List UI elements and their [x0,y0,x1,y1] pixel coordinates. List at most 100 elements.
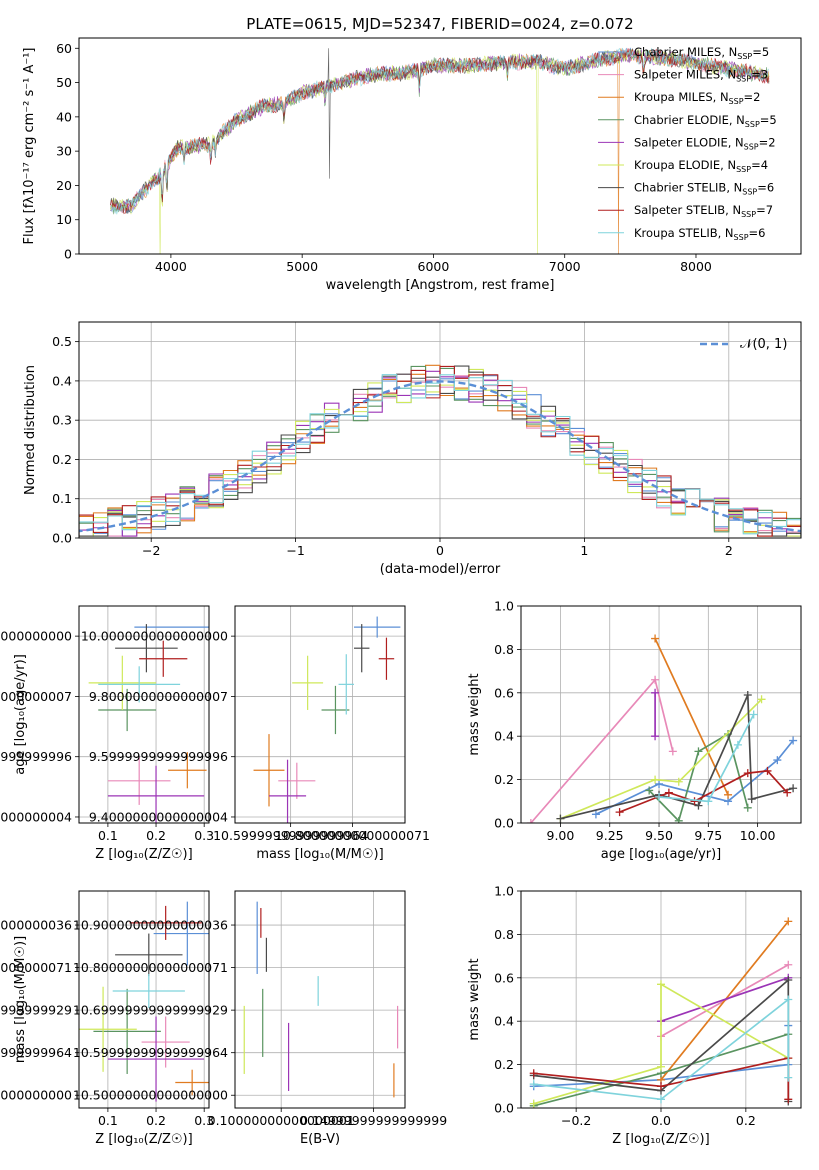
x-tick-label: 8000 [680,259,712,274]
weight-marker-salpeter-miles [668,747,677,756]
y-tick-label: 60 [56,41,72,56]
plot-area-residual_histogram [79,364,801,537]
weight-marker-kroupa-elodie [651,775,660,784]
x-axis-label: wavelength [Angstrom, rest frame] [326,278,555,293]
weight-marker-salpeter-stelib [664,788,673,797]
weight-marker-chabrier-stelib [694,801,703,810]
weight-line-salpeter-stelib [619,770,788,813]
y-tick-label: 0.5 [52,334,72,349]
errorbar-point-chabrier-stelib [354,624,370,673]
weight-marker-salpeter-elodie [651,688,660,697]
weight-marker-salpeter-stelib [784,1095,793,1104]
plot-area-z_vs_age [88,624,209,823]
normal-curve [79,380,801,533]
errorbar-point-kroupa-elodie [88,655,157,710]
x-tick-label: 10.59999999999999964 [213,828,368,843]
errorbar-point-salpeter-miles [278,762,316,799]
legend-label: Chabrier STELIB, NSSP=6 [634,181,774,197]
y-tick-label: 10.59999999999999964 [0,1045,72,1060]
errorbar-point-chabrier-miles [153,901,209,966]
plot-area-spectrum [110,47,770,254]
weight-marker-chabrier-elodie [645,786,654,795]
weight-marker-salpeter-miles [651,675,660,684]
weight-marker-chabrier-stelib [747,795,756,804]
axes-frame [234,890,406,1109]
weight-marker-chabrier-miles [789,736,798,745]
x-axis-label: E(B-V) [300,1132,340,1147]
y-tick-label: 0.6 [494,970,514,985]
x-axis-label: (data-model)/error [380,562,501,577]
y-tick-label: 0.4 [494,729,514,744]
axes-frame [234,605,406,824]
y-tick-label: 0.4 [494,1014,514,1029]
x-tick-label: 4000 [155,259,187,274]
y-axis-label: mass weight [467,673,482,755]
y-tick-label: 10.50000000000000000 [0,1088,72,1103]
weight-marker-salpeter-miles [784,960,793,969]
weight-line-salpeter-elodie [660,976,789,1023]
y-tick-label: 9.8000000000000007 [0,689,72,704]
errorbar-point-kroupa-stelib [338,654,354,715]
errorbar-point-chabrier-stelib [115,933,183,977]
plot-area-z_vs_mass [79,901,209,1102]
y-tick-label: 10.90000000000000036 [73,918,228,933]
y-tick-label: 10.0000000000000000 [0,629,72,644]
weight-marker-salpeter-stelib [615,808,624,817]
x-tick-label: 0.0 [651,1113,671,1128]
weight-marker-kroupa-stelib [749,710,758,719]
y-tick-label: 10.50000000000000000 [73,1088,228,1103]
plot-area-age_vs_mass_weight [526,634,798,823]
weight-marker-salpeter-stelib [657,1082,665,1091]
x-tick-label: 0.2 [146,828,166,843]
errorbar-point-kroupa-stelib [112,973,185,1009]
x-tick-label: 10.00 [740,828,776,843]
y-tick-label: 10.80000000000000071 [73,960,228,975]
x-tick-label: −0.2 [561,1113,591,1128]
plot-area-ebv_vs_mass [243,901,399,1098]
x-axis-label: age [log₁₀(age/yr)] [601,847,722,862]
weight-marker-chabrier-stelib [743,690,752,699]
weight-marker-kroupa-stelib [657,1095,665,1104]
weight-marker-chabrier-miles [591,810,600,819]
weight-marker-chabrier-elodie [674,816,683,823]
axes-frame [78,605,210,824]
y-tick-label: 0.1 [52,491,72,506]
legend-label: Salpeter ELODIE, NSSP=2 [634,135,776,151]
weight-marker-chabrier-elodie [694,747,703,756]
x-tick-label: 0.3 [194,828,214,843]
x-tick-label: 0.1 [98,828,118,843]
weight-marker-kroupa-stelib [655,792,664,801]
legend-label: Chabrier ELODIE, NSSP=5 [634,113,777,129]
y-tick-label: 0.2 [494,1057,514,1072]
legend-label: Kroupa STELIB, NSSP=6 [634,226,765,242]
x-tick-label: 10.80000000000000071 [275,828,430,843]
weight-marker-chabrier-stelib [789,784,798,793]
errorbar-point-kroupa-elodie [292,655,324,710]
y-tick-label: 0 [64,247,72,262]
axes-frame [78,37,802,255]
weight-marker-salpeter-stelib [529,1069,538,1078]
spectrum-line-kroupa-stelib [110,47,770,215]
y-tick-label: 9.8000000000000007 [89,689,228,704]
x-tick-label: 9.75 [694,828,722,843]
x-tick-label: 0.3 [194,1113,214,1128]
errorbar-point-salpeter-elodie [107,1016,205,1102]
weight-marker-kroupa-elodie [657,980,665,989]
x-tick-label: 9.25 [596,828,624,843]
x-tick-label: 0 [436,543,444,558]
y-tick-label: 1.0 [494,599,514,614]
weight-line-kroupa-stelib [533,997,790,1101]
x-axis-label: Z [log₁₀(Z/Z☉)] [95,847,192,862]
weight-marker-kroupa-stelib [733,740,742,749]
x-axis-label: mass [log₁₀(M/M☉)] [256,847,383,862]
x-axis-label: Z [log₁₀(Z/Z☉)] [95,1132,192,1147]
errorbar-point-salpeter-miles [107,756,171,805]
x-tick-label: 0.2 [146,1113,166,1128]
legend-label: Salpeter STELIB, NSSP=7 [634,203,773,219]
weight-marker-kroupa-miles [724,790,733,799]
panel-z_vs_age: 0.1 0.2 0.3 9.4000000000000004 9.59999999999… [0,605,214,862]
weight-line-chabrier-stelib [560,694,794,820]
errorbar-point-kroupa-miles [168,752,207,789]
weight-marker-kroupa-stelib [704,797,713,806]
